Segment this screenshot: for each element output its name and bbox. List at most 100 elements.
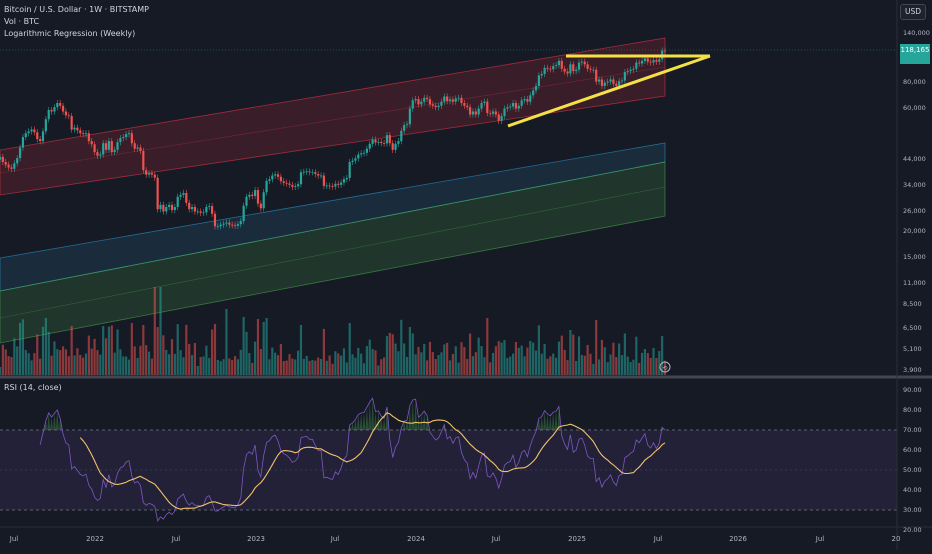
candle-body bbox=[251, 194, 254, 196]
volume-bar bbox=[168, 354, 171, 375]
candle-body bbox=[211, 206, 214, 214]
volume-bar bbox=[61, 346, 65, 375]
candle-body bbox=[626, 71, 629, 73]
time-tick-label: Jul bbox=[171, 535, 181, 543]
volume-bar bbox=[147, 351, 151, 375]
candle-body bbox=[302, 171, 305, 173]
currency-button[interactable]: USD bbox=[900, 4, 926, 20]
volume-bar bbox=[380, 359, 383, 375]
candle-body bbox=[400, 130, 403, 142]
candle-body bbox=[213, 213, 217, 227]
volume-bar bbox=[199, 357, 202, 375]
candle-body bbox=[319, 175, 323, 177]
volume-bar bbox=[317, 357, 320, 375]
volume-bar bbox=[136, 357, 139, 375]
regression-lower-band-mid bbox=[0, 186, 666, 319]
candle-body bbox=[477, 108, 480, 115]
candle-body bbox=[262, 192, 265, 209]
candle-body bbox=[480, 103, 483, 109]
volume-bar bbox=[446, 342, 449, 375]
volume-bar bbox=[305, 355, 308, 375]
volume-bar bbox=[10, 356, 13, 375]
volume-bar bbox=[176, 324, 179, 375]
candle-body bbox=[546, 67, 549, 69]
volume-bar bbox=[139, 345, 142, 375]
candle-body bbox=[47, 110, 50, 120]
volume-bar bbox=[233, 356, 237, 375]
candle-body bbox=[451, 99, 454, 102]
volume-bar bbox=[205, 345, 208, 375]
candle-body bbox=[511, 103, 515, 107]
candle-body bbox=[595, 69, 598, 82]
candle-body bbox=[471, 111, 475, 115]
price-tick-label: 34,000 bbox=[903, 181, 926, 189]
candle-body bbox=[454, 98, 457, 102]
volume-bar bbox=[534, 350, 538, 375]
volume-bar bbox=[211, 329, 214, 375]
candle-body bbox=[374, 139, 377, 143]
candle-body bbox=[448, 99, 452, 102]
candle-body bbox=[59, 103, 62, 106]
volume-bar bbox=[104, 338, 108, 375]
candle-body bbox=[208, 206, 211, 207]
volume-bar bbox=[623, 333, 626, 375]
volume-bar bbox=[125, 356, 128, 375]
volume-bar bbox=[225, 309, 228, 375]
volume-bar bbox=[33, 353, 36, 375]
volume-bar bbox=[511, 353, 515, 375]
volume-bar bbox=[93, 338, 96, 375]
candle-body bbox=[73, 127, 76, 130]
volume-bar bbox=[119, 349, 122, 375]
time-tick-label: 2023 bbox=[247, 535, 265, 543]
volume-bar bbox=[73, 355, 76, 375]
candle-body bbox=[643, 58, 647, 61]
volume-bar bbox=[274, 352, 277, 375]
candle-body bbox=[566, 71, 569, 74]
candle-body bbox=[4, 162, 7, 165]
triangle-lower-line[interactable] bbox=[507, 54, 711, 128]
candle-body bbox=[245, 196, 248, 206]
rsi-tick-label: 70.00 bbox=[903, 426, 922, 434]
candle-body bbox=[216, 226, 219, 228]
triangle-drawing[interactable] bbox=[507, 54, 711, 128]
candle-body bbox=[383, 142, 386, 144]
volume-bar bbox=[259, 349, 262, 375]
rsi-axis[interactable]: 90.00 80.00 70.00 60.00 50.00 40.00 30.00 20.00 bbox=[903, 386, 922, 534]
candle-body bbox=[534, 85, 538, 91]
candle-body bbox=[523, 99, 526, 101]
volume-bar bbox=[357, 347, 360, 375]
candle-body bbox=[620, 80, 624, 82]
volume-bar bbox=[107, 326, 111, 375]
volume-bar bbox=[388, 332, 391, 375]
price-tick-label: 44,000 bbox=[903, 155, 926, 163]
volume-bar bbox=[262, 322, 265, 375]
volume-bar bbox=[609, 354, 612, 375]
volume-bar bbox=[87, 335, 90, 375]
candle-body bbox=[325, 185, 328, 187]
volume-bar bbox=[156, 327, 159, 375]
candle-body bbox=[514, 103, 518, 109]
candle-body bbox=[27, 131, 30, 134]
volume-bar bbox=[454, 346, 457, 375]
alert-icon[interactable] bbox=[659, 361, 671, 373]
volume-bar bbox=[403, 343, 406, 375]
volume-bar bbox=[30, 360, 33, 375]
volume-bar bbox=[523, 356, 526, 375]
candle-body bbox=[371, 139, 374, 144]
volume-bar bbox=[618, 343, 621, 375]
volume-bar bbox=[549, 356, 552, 375]
volume-bar bbox=[130, 323, 133, 375]
time-axis[interactable]: Jul 2022 Jul 2023 Jul 2024 Jul 2025 Jul 2026 Jul 20 bbox=[9, 535, 901, 543]
candle-body bbox=[33, 129, 36, 133]
candle-body bbox=[82, 133, 85, 135]
candle-body bbox=[87, 133, 90, 142]
volume-bar bbox=[575, 360, 578, 375]
price-axis[interactable]: 140,000 80,000 60,000 44,000 34,000 26,000 20,… bbox=[903, 29, 930, 374]
candle-body bbox=[408, 108, 411, 125]
volume-bar bbox=[96, 350, 99, 375]
volume-bar bbox=[256, 319, 260, 375]
candle-body bbox=[597, 79, 601, 82]
volume-bar bbox=[208, 357, 211, 375]
volume-bar bbox=[122, 356, 125, 375]
